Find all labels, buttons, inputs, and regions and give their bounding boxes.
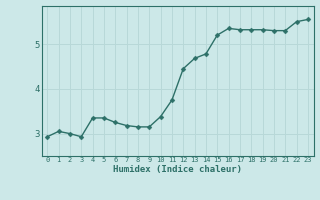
- X-axis label: Humidex (Indice chaleur): Humidex (Indice chaleur): [113, 165, 242, 174]
